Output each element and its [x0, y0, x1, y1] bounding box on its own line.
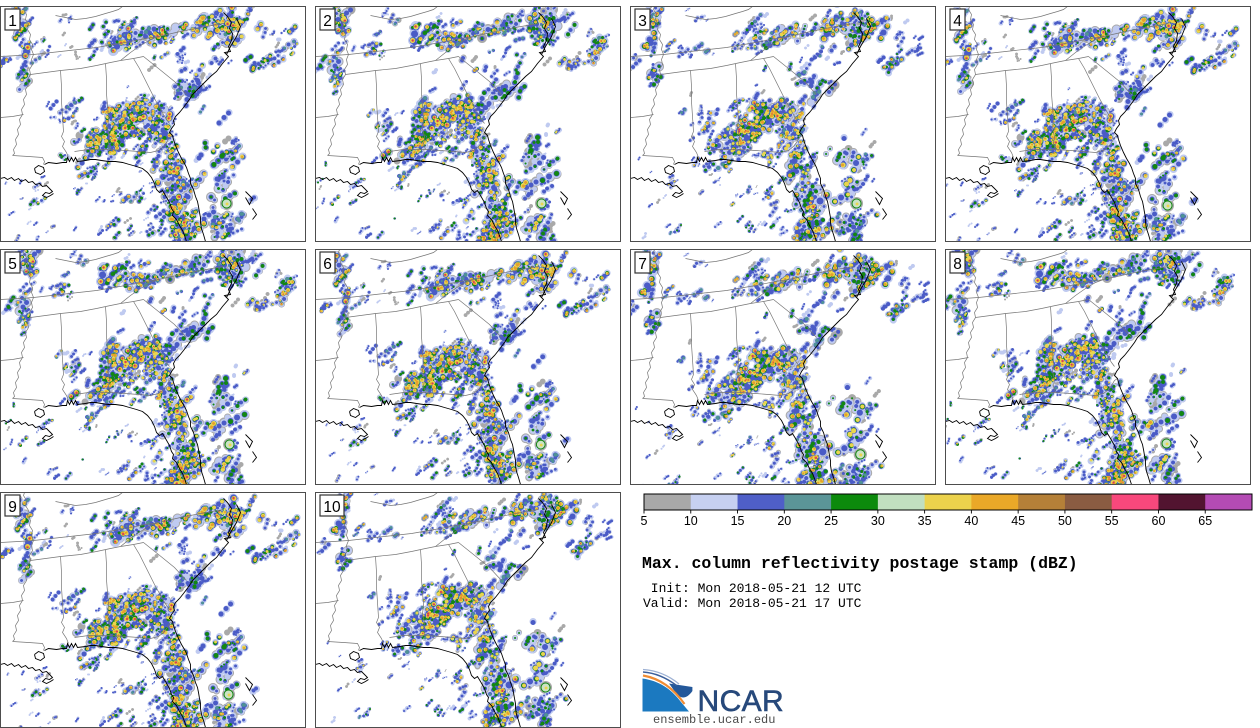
svg-text:15: 15 [731, 514, 745, 528]
svg-text:45: 45 [1011, 514, 1025, 528]
svg-text:4: 4 [953, 13, 962, 30]
svg-text:6: 6 [323, 256, 332, 273]
svg-text:7: 7 [638, 256, 647, 273]
svg-text:55: 55 [1105, 514, 1119, 528]
svg-text:1: 1 [8, 13, 17, 30]
svg-text:9: 9 [8, 499, 17, 516]
svg-text:Max. column reflectivity posta: Max. column reflectivity postage stamp (… [642, 554, 1078, 573]
svg-text:35: 35 [918, 514, 932, 528]
svg-text:10: 10 [323, 499, 341, 516]
svg-text:ensemble.ucar.edu: ensemble.ucar.edu [653, 713, 775, 727]
svg-text:5: 5 [8, 256, 17, 273]
svg-text:5: 5 [641, 514, 648, 528]
svg-text:10: 10 [684, 514, 698, 528]
svg-text:25: 25 [824, 514, 838, 528]
svg-text:65: 65 [1198, 514, 1212, 528]
svg-text:2: 2 [323, 13, 332, 30]
svg-text:Valid: Mon 2018-05-21 17 UTC: Valid: Mon 2018-05-21 17 UTC [643, 596, 862, 611]
svg-text:8: 8 [953, 256, 962, 273]
svg-text:50: 50 [1058, 514, 1072, 528]
svg-text:30: 30 [871, 514, 885, 528]
svg-text:60: 60 [1152, 514, 1166, 528]
svg-text:Init: Mon 2018-05-21 12 UTC: Init: Mon 2018-05-21 12 UTC [643, 581, 862, 596]
svg-text:NCAR: NCAR [698, 685, 785, 718]
svg-text:20: 20 [777, 514, 791, 528]
svg-text:3: 3 [638, 13, 647, 30]
svg-text:40: 40 [964, 514, 978, 528]
